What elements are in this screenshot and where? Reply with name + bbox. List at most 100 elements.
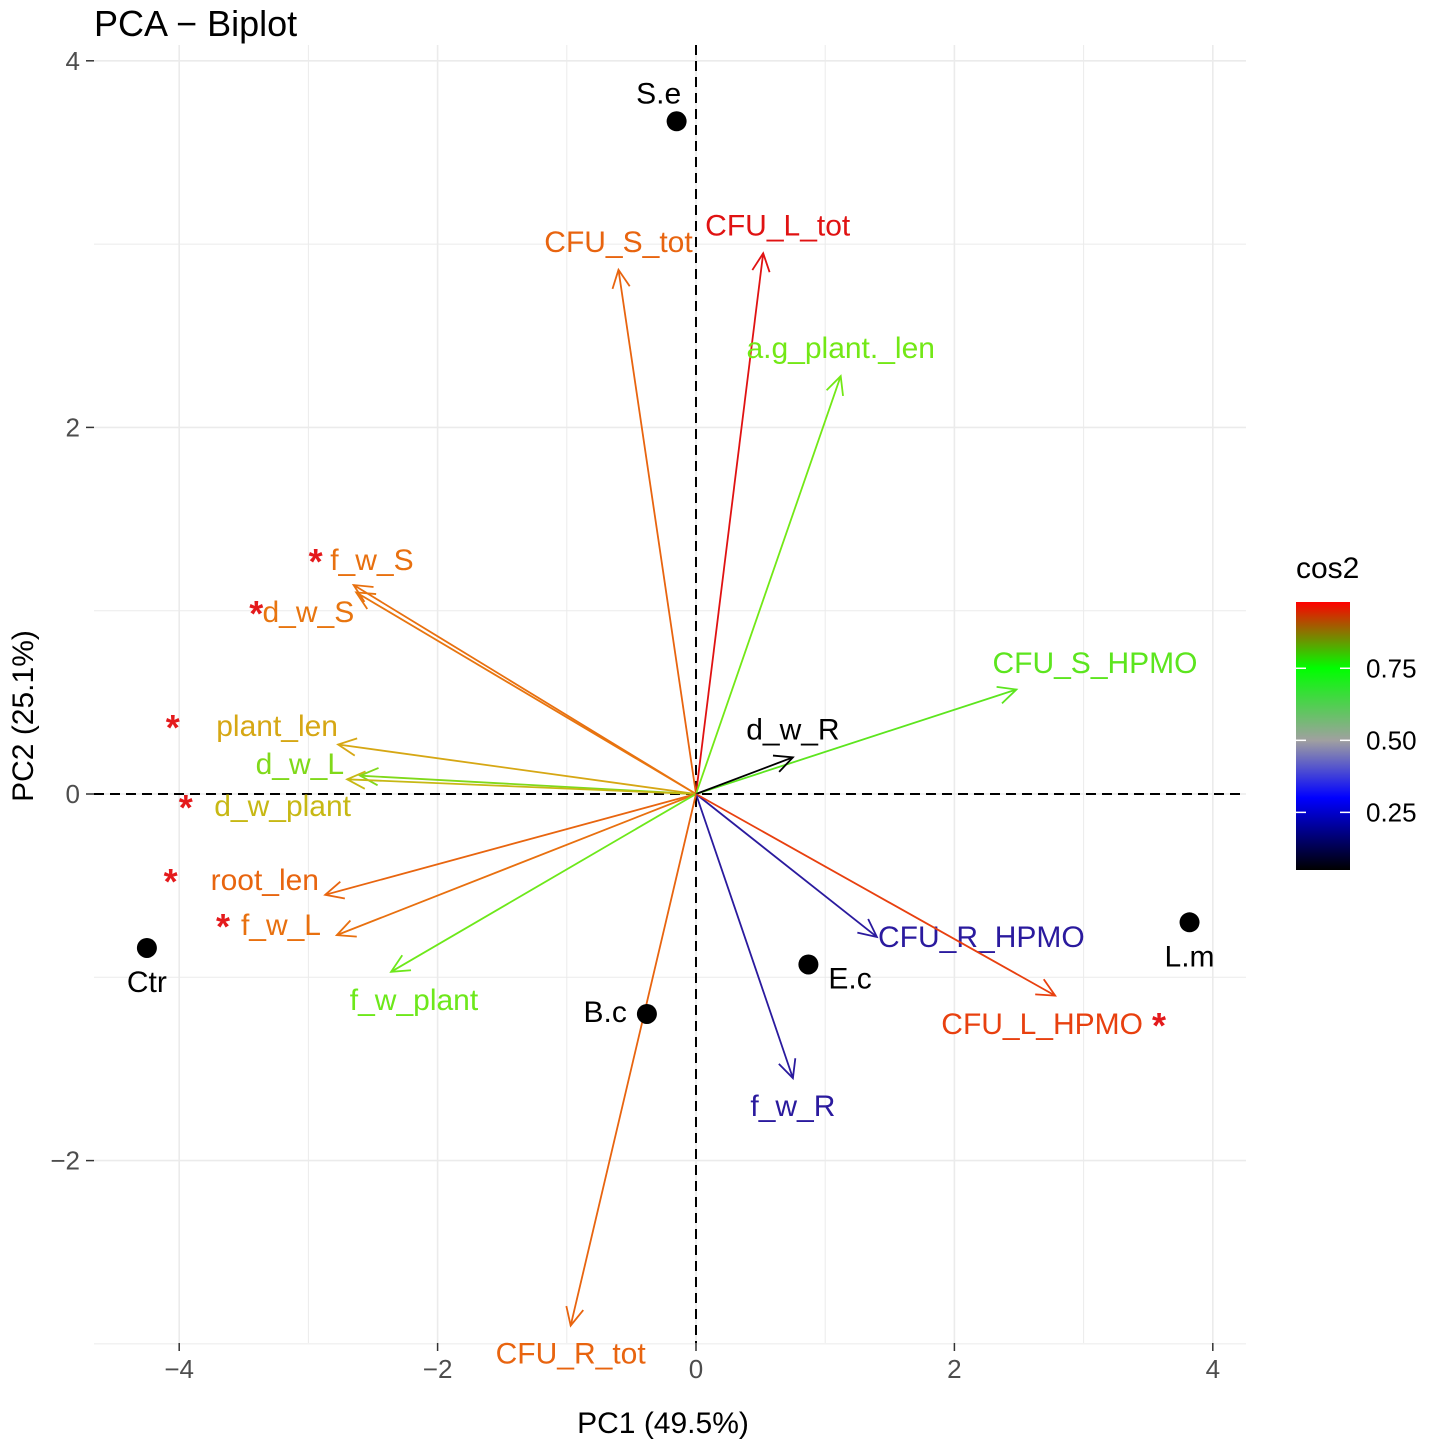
y-axis-label: PC2 (25.1%)	[7, 630, 40, 802]
arrow-shaft	[695, 688, 1017, 795]
arrow-head	[354, 591, 377, 610]
arrow-head	[825, 374, 844, 397]
legend-tick-label: 0.75	[1366, 653, 1417, 683]
x-tick-label: 2	[947, 1354, 961, 1384]
individual-label: Ctr	[127, 966, 167, 999]
y-tick-label: 0	[66, 779, 80, 809]
arrow-head	[565, 1305, 584, 1328]
individual-Ctr: Ctr	[127, 937, 167, 999]
arrow-head	[334, 919, 357, 938]
arrow-head	[323, 881, 346, 900]
significance-star: *	[249, 593, 263, 634]
individual-S.e: S.e	[636, 77, 687, 132]
individual-point	[136, 937, 157, 958]
arrow-shaft	[617, 269, 697, 795]
variable-label: a.g_plant._len	[746, 332, 935, 365]
arrow-head	[772, 754, 795, 773]
arrow-head	[351, 583, 374, 603]
variable-label: CFU_S_tot	[544, 226, 693, 259]
significance-star: *	[179, 787, 193, 828]
y-tick-label: 4	[66, 46, 80, 76]
x-axis: −4 −2 0 2 4	[164, 1343, 1220, 1384]
variable-CFU_R_tot: CFU_R_tot	[496, 793, 697, 1371]
x-axis-label: PC1 (49.5%)	[577, 1407, 749, 1440]
variable-label: CFU_L_HPMO	[941, 1008, 1143, 1041]
arrow-shaft	[695, 253, 765, 795]
individual-B.c: B.c	[584, 996, 657, 1029]
legend-tick-label: 0.50	[1366, 725, 1417, 755]
variable-d_w_S: d_w_S*	[249, 591, 697, 795]
arrow-shaft	[695, 375, 842, 795]
variable-arrows: CFU_S_tot CFU_L_tota.g_plant._lenf_w_S*d_…	[164, 209, 1198, 1370]
y-axis: −2 0 2 4	[50, 46, 94, 1176]
arrow-head	[611, 267, 631, 290]
individual-E.c: E.c	[798, 954, 872, 995]
arrow-head	[358, 767, 379, 787]
arrow-shaft	[390, 793, 697, 973]
x-tick-label: −2	[423, 1354, 453, 1384]
x-tick-label: −4	[164, 1354, 194, 1384]
variable-CFU_L_HPMO: CFU_L_HPMO *	[695, 793, 1166, 1046]
arrow-shaft	[336, 793, 697, 936]
arrow-head	[1035, 978, 1057, 997]
arrow-head	[336, 737, 358, 757]
variable-label: d_w_S	[262, 596, 354, 629]
variable-label: plant_len	[216, 710, 338, 743]
y-tick-label: 2	[66, 412, 80, 442]
variable-d_w_R: d_w_R	[695, 713, 840, 795]
legend-title: cos2	[1296, 552, 1359, 585]
arrow-shaft	[355, 591, 697, 795]
y-tick-label: −2	[50, 1146, 80, 1176]
individual-label: L.m	[1165, 940, 1215, 973]
individual-label: B.c	[584, 996, 627, 1029]
significance-star: *	[216, 906, 230, 947]
significance-star: *	[1152, 1005, 1166, 1046]
variable-a.g_plant._len: a.g_plant._len	[695, 332, 935, 795]
grid	[94, 45, 1246, 1345]
individual-point	[636, 1003, 657, 1024]
variable-label: d_w_L	[256, 748, 344, 781]
variable-label: root_len	[211, 864, 319, 897]
arrow-shaft	[695, 793, 878, 938]
variable-label: CFU_R_HPMO	[878, 921, 1085, 954]
arrow-head	[778, 1058, 797, 1081]
arrow-head	[751, 251, 771, 273]
significance-star: *	[309, 541, 323, 582]
arrow-shaft	[695, 793, 794, 1079]
reference-lines	[94, 45, 1246, 1343]
arrow-shaft	[324, 793, 697, 896]
x-tick-label: 4	[1206, 1354, 1220, 1384]
variable-label: f_w_plant	[350, 984, 479, 1017]
individual-label: S.e	[636, 77, 681, 110]
variable-f_w_L: f_w_L *	[216, 793, 697, 947]
variable-label: f_w_R	[750, 1090, 835, 1123]
individual-point	[666, 111, 687, 132]
variable-label: f_w_L	[241, 909, 321, 942]
cos2-legend: cos2 0.25 0.50 0.75	[1296, 552, 1417, 870]
variable-f_w_R: f_w_R	[695, 793, 835, 1123]
arrow-head	[389, 954, 412, 973]
individual-point	[798, 954, 819, 975]
arrow-shaft	[695, 756, 794, 795]
individual-point	[1179, 912, 1200, 933]
x-tick-label: 0	[689, 1354, 703, 1384]
arrow-shaft	[569, 793, 697, 1326]
variable-label: CFU_R_tot	[496, 1338, 647, 1371]
variable-CFU_L_tot: CFU_L_tot	[695, 209, 851, 795]
legend-ticks: 0.25 0.50 0.75	[1296, 653, 1417, 827]
variable-CFU_S_tot: CFU_S_tot	[544, 226, 697, 795]
arrow-shaft	[347, 778, 697, 795]
significance-star: *	[166, 707, 180, 748]
variable-label: d_w_plant	[214, 790, 351, 823]
legend-tick-label: 0.25	[1366, 797, 1417, 827]
variable-label: CFU_L_tot	[705, 209, 851, 242]
variable-label: CFU_S_HPMO	[992, 647, 1197, 680]
arrow-shaft	[695, 793, 1056, 997]
arrow-head	[345, 770, 366, 790]
individual-L.m: L.m	[1165, 912, 1215, 973]
variable-CFU_S_HPMO: CFU_S_HPMO	[695, 647, 1198, 795]
significance-star: *	[164, 861, 178, 902]
individual-points: S.e Ctr B.c E.c L.m	[127, 77, 1215, 1029]
